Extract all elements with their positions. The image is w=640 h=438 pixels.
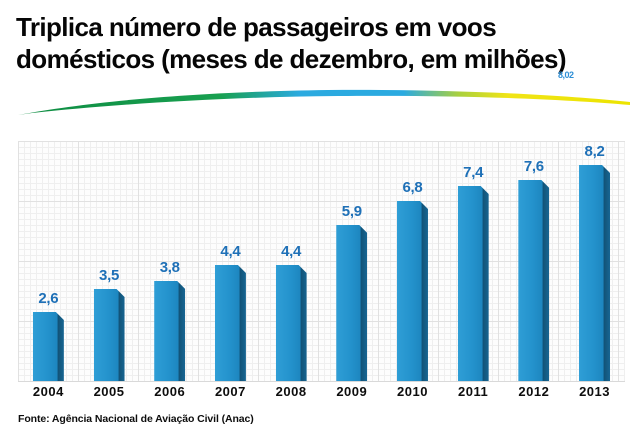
chart-plot-area: 2,6 3,5 3,8 4,4 4,4 5,9 6,8 7,4 7,6 8,2 [18,141,625,382]
x-axis-tick-label: 2010 [397,384,428,399]
page-title-line2: domésticos (meses de dezembro, em milhõe… [16,43,566,74]
brush-swoosh-decoration [18,89,630,115]
bar [458,186,489,381]
bar-value-label: 3,5 [99,267,119,284]
bar-value-label: 4,4 [281,243,302,260]
x-axis-tick-label: 2011 [458,384,489,399]
title-artifact-number: 8,02 [558,70,574,80]
bar-group-2009: 5,9 [322,203,382,381]
bar [215,265,246,381]
bar-group-2011: 7,4 [443,164,503,381]
bar-group-2012: 7,6 [504,158,564,381]
bar-value-label: 5,9 [341,203,362,220]
x-axis-tick-label: 2009 [336,384,368,399]
x-axis-tick-label: 2012 [518,384,550,399]
bar [94,289,125,381]
page-title-line1: Triplica número de passageiros em voos [16,12,497,42]
bar-group-2006: 3,8 [140,259,200,381]
x-axis-tick-label: 2006 [154,384,186,399]
bar [33,312,64,381]
bar-group-2013: 8,2 [565,143,625,381]
bar [397,201,428,381]
x-axis-tick-label: 2007 [214,384,246,399]
bar-group-2007: 4,4 [200,243,260,381]
x-axis-tick-label: 2008 [275,384,307,399]
bar-group-2008: 4,4 [261,243,321,381]
bar-group-2004: 2,6 [18,290,78,381]
x-axis-tick-label: 2004 [32,384,64,399]
bar-value-label: 6,8 [402,179,423,196]
bar [276,265,307,381]
bar-value-label: 8,2 [584,143,605,160]
bar-group-2010: 6,8 [382,179,442,381]
x-axis-labels: 2004 2005 2006 2007 2008 2009 2010 2011 2012 2013 [18,384,625,402]
source-note: Fonte: Agência Nacional de Aviação Civil… [18,413,254,425]
bar-group-2005: 3,5 [79,267,139,381]
bar [518,180,549,381]
x-axis-tick-label: 2013 [579,384,610,399]
page-title: Triplica número de passageiros em voos d… [16,12,628,75]
bar-value-label: 7,6 [523,158,544,175]
bar-value-label: 4,4 [220,243,241,260]
bar [336,225,367,381]
x-axis-tick-label: 2005 [93,384,125,399]
bar [154,281,185,381]
bar-value-label: 2,6 [38,290,59,307]
bar-value-label: 7,4 [463,164,484,181]
bar [579,165,610,381]
bar-value-label: 3,8 [159,259,180,276]
